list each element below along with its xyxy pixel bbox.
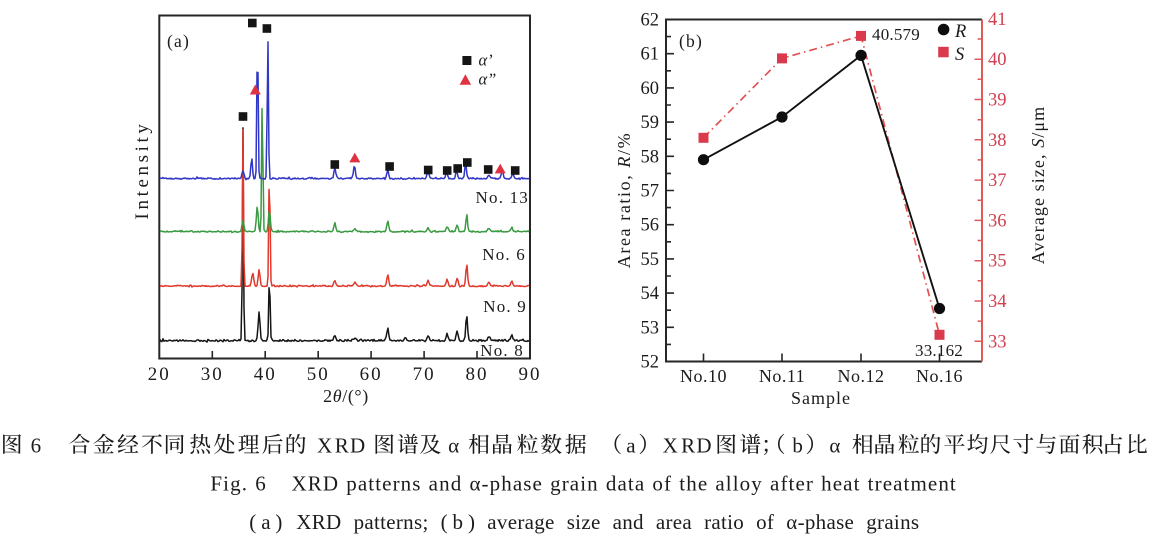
svg-text:57: 57 [641,182,660,202]
svg-text:40: 40 [988,50,1007,70]
svg-text:55: 55 [641,250,660,270]
svg-text:35: 35 [988,252,1007,272]
svg-text:No.12: No.12 [838,366,885,386]
svg-text:34: 34 [988,292,1007,312]
svg-text:61: 61 [641,45,660,65]
svg-text:S: S [955,45,964,65]
svg-text:No. 6: No. 6 [482,245,526,264]
svg-text:R: R [954,22,966,42]
svg-text:No.10: No.10 [680,366,727,386]
svg-text:60: 60 [360,364,383,385]
svg-text:62: 62 [641,11,660,31]
svg-text:(b): (b) [679,31,703,51]
svg-text:Sample: Sample [791,388,851,408]
svg-text:No. 8: No. 8 [480,341,524,360]
svg-text:70: 70 [413,364,436,385]
svg-text:No. 9: No. 9 [483,297,527,316]
svg-text:38: 38 [988,131,1007,151]
svg-text:D: D [696,433,711,457]
svg-text:D: D [350,433,365,457]
svg-text:X: X [317,433,332,457]
svg-text:20: 20 [148,364,171,385]
svg-text:80: 80 [466,364,489,385]
svg-text:No.16: No.16 [916,366,963,386]
svg-text:Fig. 6 XRD patterns and α-phas: Fig. 6 XRD patterns and α-phase grain da… [210,471,956,495]
svg-text:30: 30 [201,364,224,385]
svg-text:α’: α’ [479,51,493,70]
svg-text:2θ/(°): 2θ/(°) [323,386,369,407]
svg-text:36: 36 [988,211,1007,231]
svg-text:No.11: No.11 [759,366,805,386]
svg-text:(a) XRD patterns; (b) average: (a) XRD patterns; (b) average size and a… [249,510,919,534]
svg-text:α: α [448,433,459,457]
svg-text:α”: α” [479,70,497,89]
svg-text:a: a [626,433,636,457]
svg-text:40: 40 [254,364,277,385]
svg-text:R: R [335,433,349,457]
svg-text:Intensity: Intensity [132,121,153,220]
svg-text:Average size, S/μm: Average size, S/μm [1028,106,1048,265]
svg-text:R: R [681,433,695,457]
svg-text:40.579: 40.579 [872,25,920,44]
svg-text:50: 50 [307,364,330,385]
svg-text:33.162: 33.162 [915,341,963,360]
svg-text:90: 90 [519,364,542,385]
svg-text:54: 54 [641,284,660,304]
svg-text:α: α [829,433,840,457]
svg-text:58: 58 [641,147,660,167]
svg-text:53: 53 [641,318,660,338]
svg-text:(a): (a) [167,31,190,51]
svg-text:No. 13: No. 13 [476,188,529,207]
svg-text:41: 41 [988,10,1007,30]
svg-text:37: 37 [988,171,1007,191]
svg-text:6: 6 [31,433,41,457]
svg-text:56: 56 [641,216,660,236]
svg-text:X: X [663,433,678,457]
svg-text:59: 59 [641,113,660,133]
svg-text:b: b [792,433,803,457]
svg-text:Area ratio, R/%: Area ratio, R/% [614,132,634,268]
svg-text:52: 52 [641,353,660,373]
svg-text:60: 60 [641,79,660,99]
svg-text:33: 33 [988,332,1007,352]
svg-text:39: 39 [988,91,1007,111]
